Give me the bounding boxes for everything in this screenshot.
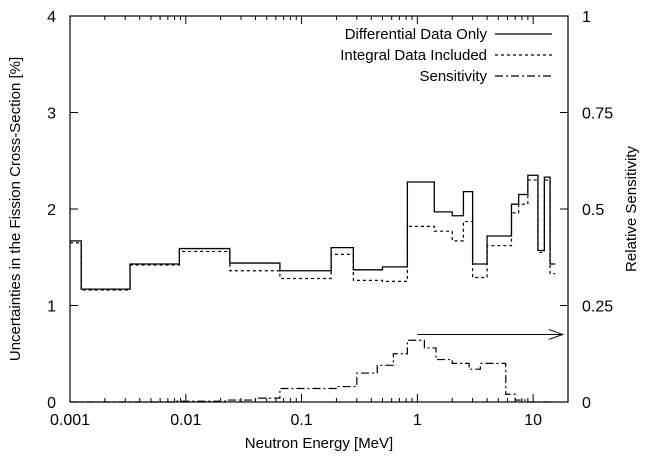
x-tick-label: 0.001 [50,412,90,429]
x-tick-label: 10 [524,412,542,429]
legend: Differential Data Only Integral Data Inc… [340,26,552,85]
legend-label-integral: Integral Data Included [340,47,487,64]
legend-label-differential: Differential Data Only [345,26,488,43]
y2-tick-label: 0 [582,395,591,412]
y2-axis-label: Relative Sensitivity [623,146,640,272]
y-tick-label: 4 [47,9,56,26]
y-tick-label: 2 [47,202,56,219]
x-tick-label: 1 [413,412,422,429]
x-axis-label: Neutron Energy [MeV] [245,435,393,452]
y-axis-label: Uncertainties in the Fission Cross-Secti… [7,57,24,361]
series-layer [70,174,556,403]
axis-ticks: 0.001 0.01 0.1 1 10 0 1 2 3 4 0 0.25 0.5 0.75 1 [47,9,613,429]
annotation-layer [417,328,565,340]
plot-frame [69,15,569,403]
y2-tick-label: 0.25 [582,299,613,316]
y2-tick-label: 0.5 [582,202,604,219]
series-sensitivity [70,339,556,403]
y2-tick-label: 1 [582,9,591,26]
x-tick-label: 0.1 [290,412,312,429]
series-integral-data-included [70,179,556,291]
y2-tick-label: 0.75 [582,106,613,123]
series-differential-data-only [70,174,556,290]
legend-label-sensitivity: Sensitivity [419,68,487,85]
y-tick-label: 1 [47,299,56,316]
y-tick-label: 3 [47,106,56,123]
x-tick-label: 0.01 [170,412,201,429]
y-tick-label: 0 [47,395,56,412]
range-arrow-head [548,328,565,340]
